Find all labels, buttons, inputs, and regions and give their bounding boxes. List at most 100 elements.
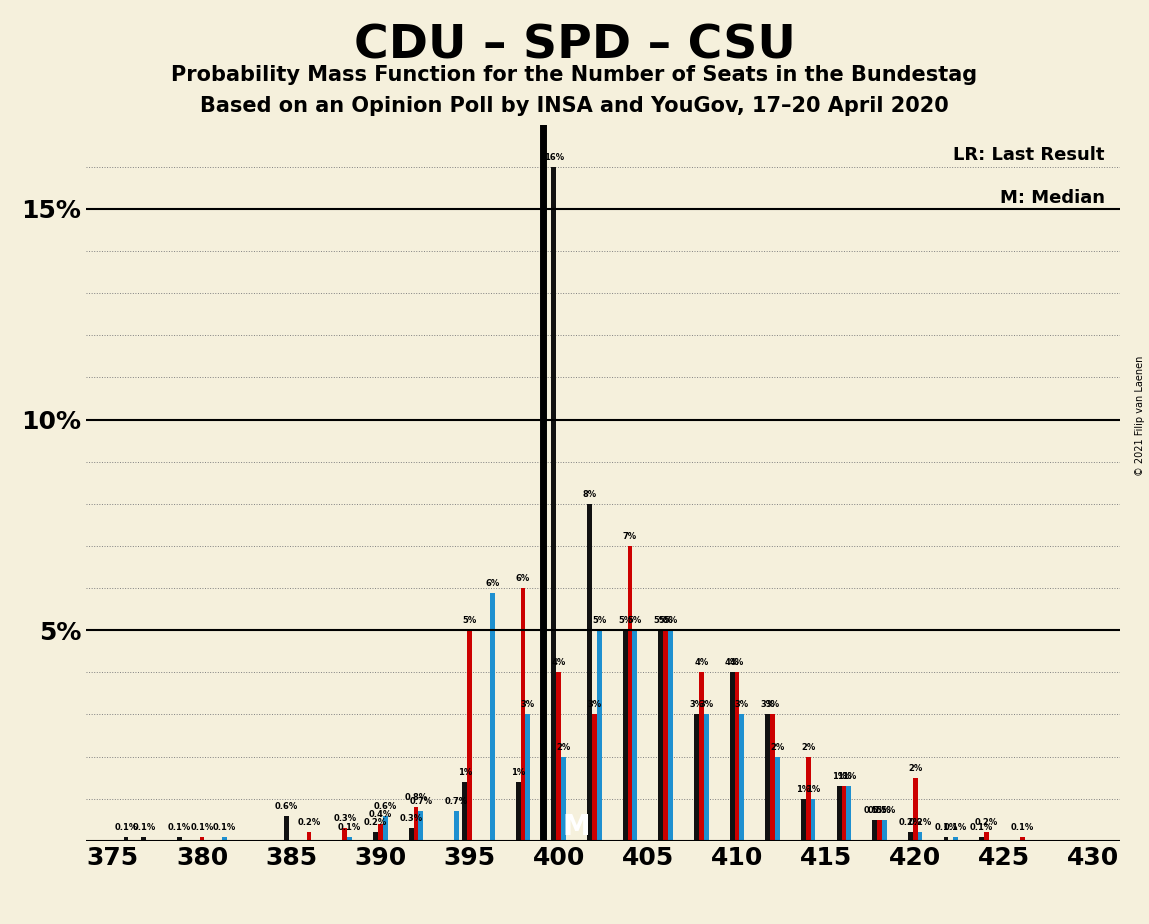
Bar (699, 673, 703, 841)
Text: 0.2%: 0.2% (298, 819, 321, 827)
Bar (454, 811, 458, 841)
Bar (623, 630, 627, 841)
Bar (877, 820, 882, 841)
Bar (739, 714, 745, 841)
Text: 6%: 6% (516, 574, 530, 583)
Bar (805, 757, 811, 841)
Text: 0.1%: 0.1% (114, 822, 138, 832)
Text: © 2021 Filip van Laenen: © 2021 Filip van Laenen (1135, 356, 1144, 476)
Text: 0.2%: 0.2% (976, 819, 998, 827)
Text: 6%: 6% (485, 578, 500, 588)
Text: 3%: 3% (734, 700, 749, 710)
Text: 3%: 3% (699, 700, 714, 710)
Bar (520, 588, 525, 841)
Bar (200, 836, 205, 841)
Text: 5%: 5% (658, 616, 673, 626)
Bar (222, 836, 228, 841)
Text: 0.5%: 0.5% (873, 806, 896, 815)
Text: 0.1%: 0.1% (944, 822, 967, 832)
Text: 0.6%: 0.6% (373, 801, 396, 810)
Text: 0.3%: 0.3% (400, 814, 423, 823)
Bar (770, 714, 776, 841)
Text: 2%: 2% (801, 743, 816, 751)
Text: 5%: 5% (618, 616, 632, 626)
Text: 0.1%: 0.1% (934, 822, 958, 832)
Bar (373, 833, 378, 841)
Text: 1%: 1% (796, 784, 810, 794)
Text: 4%: 4% (725, 658, 739, 667)
Text: 16%: 16% (543, 152, 564, 162)
Bar (596, 630, 602, 841)
Text: 0.4%: 0.4% (369, 810, 392, 819)
Text: 5%: 5% (663, 616, 678, 626)
Text: 3%: 3% (765, 700, 780, 710)
Text: 0.1%: 0.1% (168, 822, 191, 832)
Text: 0.1%: 0.1% (338, 822, 361, 832)
Text: 0.2%: 0.2% (364, 819, 387, 827)
Bar (663, 630, 668, 841)
Text: 0.7%: 0.7% (409, 797, 432, 807)
Bar (383, 816, 387, 841)
Text: 0.1%: 0.1% (191, 822, 214, 832)
Text: 5%: 5% (462, 616, 477, 626)
Text: 1%: 1% (836, 772, 851, 781)
Bar (347, 836, 352, 841)
Bar (908, 833, 912, 841)
Bar (632, 630, 638, 841)
Text: 5%: 5% (627, 616, 642, 626)
Bar (592, 714, 596, 841)
Text: CDU – SPD – CSU: CDU – SPD – CSU (354, 23, 795, 68)
Text: 8%: 8% (583, 490, 596, 499)
Text: 3%: 3% (761, 700, 774, 710)
Text: M: M (563, 813, 591, 841)
Bar (124, 836, 129, 841)
Bar (468, 630, 472, 841)
Text: 1%: 1% (457, 768, 472, 777)
Text: 2%: 2% (770, 743, 785, 751)
Text: Probability Mass Function for the Number of Seats in the Bundestag: Probability Mass Function for the Number… (171, 65, 978, 85)
Bar (141, 836, 146, 841)
Text: Based on an Opinion Poll by INSA and YouGov, 17–20 April 2020: Based on an Opinion Poll by INSA and You… (200, 96, 949, 116)
Text: 3%: 3% (520, 700, 535, 710)
Bar (587, 504, 592, 841)
Text: 0.7%: 0.7% (445, 797, 468, 807)
Bar (556, 673, 561, 841)
Text: 0.1%: 0.1% (1011, 822, 1034, 832)
Bar (847, 786, 851, 841)
Text: 2%: 2% (556, 743, 571, 751)
Bar (918, 833, 923, 841)
Bar (462, 782, 468, 841)
Text: 0.1%: 0.1% (132, 822, 155, 832)
Bar (177, 836, 182, 841)
Bar (525, 714, 530, 841)
Bar (1020, 836, 1025, 841)
Text: 0.2%: 0.2% (899, 819, 921, 827)
Text: LR: Last Result: LR: Last Result (954, 146, 1104, 164)
Bar (801, 798, 805, 841)
Bar (836, 786, 841, 841)
Bar (658, 630, 663, 841)
Text: 0.1%: 0.1% (213, 822, 237, 832)
Bar (776, 757, 780, 841)
Bar (378, 824, 383, 841)
Bar (409, 828, 414, 841)
Text: 3%: 3% (587, 700, 601, 710)
Text: 1%: 1% (832, 772, 846, 781)
Bar (516, 782, 520, 841)
Bar (734, 673, 739, 841)
Bar (882, 820, 887, 841)
Bar (307, 833, 311, 841)
Bar (552, 167, 556, 841)
Text: 1%: 1% (841, 772, 856, 781)
Text: 1%: 1% (805, 784, 820, 794)
Text: 7%: 7% (623, 532, 637, 541)
Bar (730, 673, 734, 841)
Text: 3%: 3% (689, 700, 703, 710)
Text: 0.1%: 0.1% (970, 822, 994, 832)
Bar (985, 833, 989, 841)
Text: 4%: 4% (552, 658, 565, 667)
Bar (872, 820, 877, 841)
Text: 0.2%: 0.2% (909, 819, 932, 827)
Text: 1%: 1% (511, 768, 525, 777)
Text: 0.6%: 0.6% (275, 801, 298, 810)
